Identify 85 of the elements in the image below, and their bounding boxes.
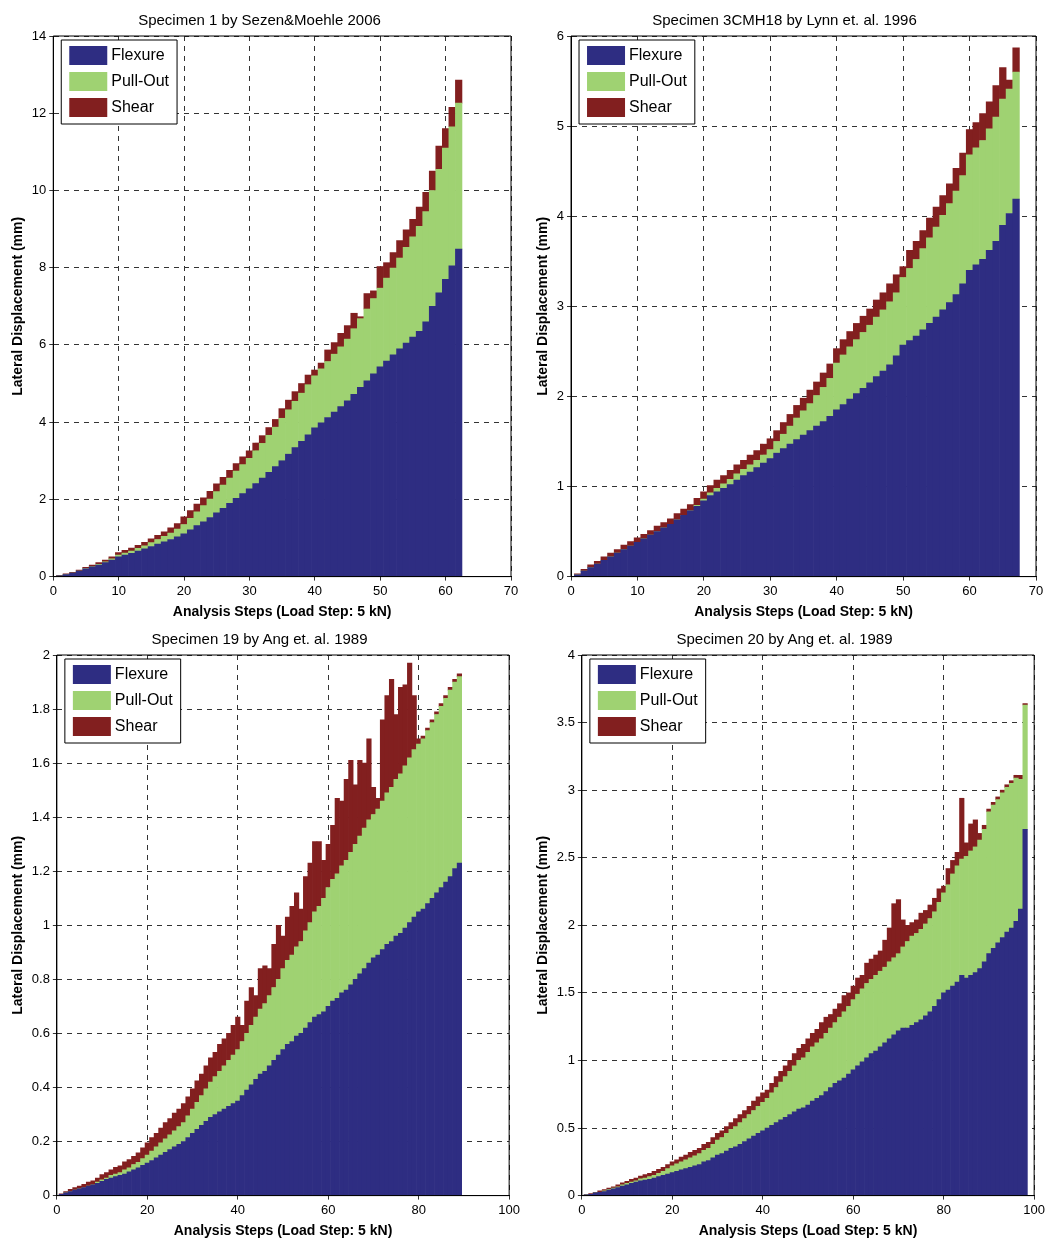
x-tick-label: 60 <box>846 1201 861 1217</box>
x-tick-label: 20 <box>176 582 192 598</box>
x-tick-label: 0 <box>578 1201 586 1217</box>
y-tick-label: 0.6 <box>31 1025 50 1040</box>
y-tick-label: 0 <box>567 1187 575 1203</box>
y-tick-label: 6 <box>556 27 565 43</box>
y-axis-title: Lateral Displacement (mm) <box>9 216 26 396</box>
x-tick-label: 60 <box>321 1201 336 1217</box>
legend-label: Pull-Out <box>629 72 688 90</box>
y-tick-label: 2 <box>567 916 575 932</box>
x-tick-label: 0 <box>53 1201 61 1217</box>
y-tick-label: 0.5 <box>556 1119 575 1135</box>
legend-label: Pull-Out <box>114 691 174 709</box>
x-tick-label: 20 <box>665 1201 680 1217</box>
x-axis-title: Analysis Steps (Load Step: 5 kN) <box>173 1222 393 1239</box>
legend-label: Flexure <box>639 665 694 683</box>
x-tick-label: 80 <box>936 1201 951 1217</box>
y-tick-label: 5 <box>556 117 565 133</box>
legend-label: Shear <box>114 717 159 735</box>
y-tick-label: 1.6 <box>31 754 50 770</box>
y-tick-label: 0.2 <box>31 1133 50 1149</box>
y-tick-label: 3.5 <box>556 714 575 730</box>
y-tick-label: 3 <box>556 297 565 313</box>
x-tick-label: 40 <box>230 1201 246 1217</box>
x-axis-title: Analysis Steps (Load Step: 5 kN) <box>172 603 392 620</box>
y-tick-label: 1 <box>556 478 565 494</box>
y-tick-label: 0 <box>42 1187 50 1203</box>
chart-title: Specimen 1 by Sezen&Moehle 2006 <box>138 11 381 29</box>
chart-title: Specimen 3CMH18 by Lynn et. al. 1996 <box>652 11 917 29</box>
y-axis-title: Lateral Displacement (mm) <box>9 835 26 1015</box>
x-tick-label: 100 <box>498 1201 521 1217</box>
y-axis-title: Lateral Displacement (mm) <box>534 835 551 1015</box>
x-axis-title: Analysis Steps (Load Step: 5 kN) <box>694 603 913 620</box>
y-tick-label: 3 <box>567 781 575 797</box>
x-tick-label: 70 <box>503 582 519 598</box>
y-tick-label: 2.5 <box>556 849 575 865</box>
x-axis-title: Analysis Steps (Load Step: 5 kN) <box>698 1222 918 1239</box>
y-tick-label: 1.2 <box>31 862 50 878</box>
x-tick-label: 40 <box>307 582 323 598</box>
y-tick-label: 0.4 <box>31 1079 50 1095</box>
legend-label: Flexure <box>629 46 683 64</box>
x-tick-label: 70 <box>1028 582 1044 598</box>
y-tick-label: 8 <box>39 259 47 275</box>
y-tick-label: 0 <box>39 568 47 584</box>
legend-label: Shear <box>629 98 673 116</box>
y-axis-title: Lateral Displacement (mm) <box>534 216 551 396</box>
x-tick-label: 60 <box>438 582 453 598</box>
x-tick-label: 10 <box>630 582 645 598</box>
x-tick-label: 50 <box>372 582 388 598</box>
x-tick-label: 80 <box>411 1201 426 1217</box>
y-tick-label: 4 <box>556 207 565 223</box>
y-tick-label: 1 <box>42 916 50 932</box>
y-tick-label: 10 <box>31 182 47 198</box>
y-tick-label: 12 <box>31 104 47 120</box>
x-tick-label: 60 <box>962 582 977 598</box>
x-tick-label: 100 <box>1023 1201 1046 1217</box>
x-tick-label: 30 <box>763 582 778 598</box>
y-tick-label: 2 <box>39 490 47 506</box>
x-tick-label: 20 <box>140 1201 155 1217</box>
chart-title: Specimen 20 by Ang et. al. 1989 <box>676 630 893 648</box>
x-tick-label: 40 <box>755 1201 771 1217</box>
legend-label: Pull-Out <box>639 691 699 709</box>
x-tick-label: 30 <box>242 582 257 598</box>
y-tick-label: 4 <box>39 413 47 429</box>
y-tick-label: 4 <box>567 646 575 662</box>
legend-label: Pull-Out <box>111 72 170 90</box>
y-tick-label: 14 <box>31 27 47 43</box>
x-tick-label: 10 <box>111 582 126 598</box>
y-tick-label: 2 <box>556 387 565 403</box>
x-tick-label: 20 <box>696 582 712 598</box>
y-tick-label: 1.4 <box>31 808 50 824</box>
y-tick-label: 1 <box>567 1052 575 1068</box>
legend-label: Shear <box>111 98 155 116</box>
y-tick-label: 2 <box>42 646 50 662</box>
x-tick-label: 40 <box>829 582 844 598</box>
y-tick-label: 0.8 <box>31 970 50 986</box>
y-tick-label: 6 <box>39 336 47 352</box>
legend-label: Flexure <box>114 665 169 683</box>
y-tick-label: 0 <box>556 568 565 584</box>
legend-label: Shear <box>639 717 684 735</box>
y-tick-label: 1.8 <box>31 700 50 716</box>
x-tick-label: 50 <box>895 582 911 598</box>
legend-label: Flexure <box>111 46 165 64</box>
chart-title: Specimen 19 by Ang et. al. 1989 <box>151 630 368 648</box>
y-tick-label: 1.5 <box>556 984 575 1000</box>
